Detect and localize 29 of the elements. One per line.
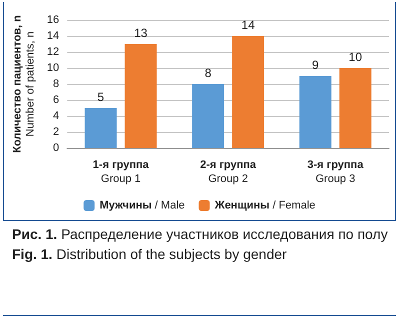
y-tick-label: 2 xyxy=(53,126,60,138)
text: Рис. 1. Распределение участников исследования по полу xyxy=(12,225,389,244)
y-tick-label: 0 xyxy=(53,142,60,154)
x-tick-label: 2-я группа Group 2 xyxy=(200,159,257,185)
x-tick-label: 1-я группа Group 1 xyxy=(92,159,150,185)
bar xyxy=(124,44,157,148)
bar xyxy=(192,84,224,148)
legend-label: Мужчины / Male xyxy=(100,200,185,212)
data-label: 10 xyxy=(348,50,362,64)
y-tick-label: 4 xyxy=(53,110,60,122)
y-tick-label: 12 xyxy=(46,46,60,58)
y-tick-label: 10 xyxy=(46,62,60,74)
bar xyxy=(232,36,264,148)
x-tick-label: 3-я группа Group 3 xyxy=(307,159,364,185)
data-label: 13 xyxy=(134,26,148,40)
data-label: 14 xyxy=(241,18,256,32)
legend-label: Женщины / Female xyxy=(214,200,316,212)
y-tick-label: 14 xyxy=(46,30,60,42)
data-label: 5 xyxy=(97,90,104,104)
caption: Fig. 1. Distribution of the subjects by gender xyxy=(12,245,288,264)
data-label: 8 xyxy=(204,66,212,80)
y-axis-title: Количество пациентов, n Number of patients, n xyxy=(12,14,36,153)
y-tick-label: 8 xyxy=(53,78,60,90)
data-label: 9 xyxy=(312,58,320,72)
bar xyxy=(299,76,332,148)
y-tick-label: 6 xyxy=(53,94,60,106)
bar xyxy=(84,108,117,148)
y-tick-label: 16 xyxy=(46,14,60,26)
bar xyxy=(339,68,372,148)
